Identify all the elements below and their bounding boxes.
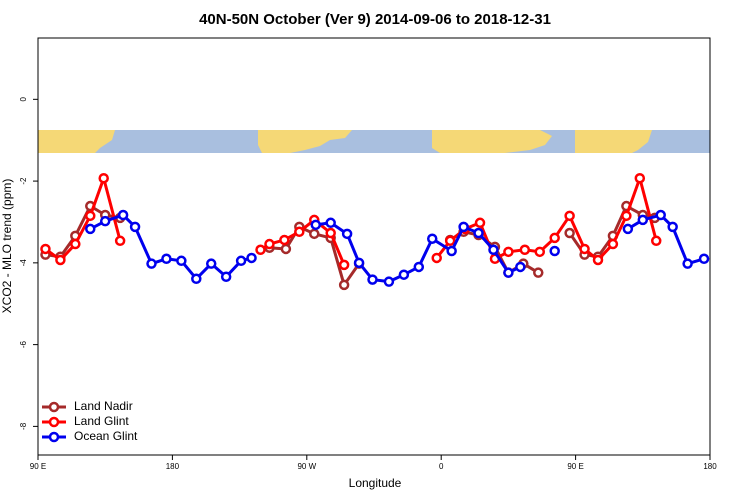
legend-swatch-marker: [48, 401, 60, 413]
data-point: [533, 267, 544, 278]
data-point: [607, 238, 619, 250]
data-point: [503, 246, 514, 258]
y-tick-label: 0: [19, 97, 28, 102]
legend-swatch-marker: [48, 431, 60, 443]
data-point: [519, 244, 531, 256]
data-point: [294, 226, 305, 238]
data-point: [413, 261, 425, 273]
data-point: [426, 233, 438, 244]
x-tick-label: 0: [439, 462, 444, 471]
data-point: [444, 235, 456, 247]
data-point: [279, 234, 290, 246]
data-point: [40, 243, 51, 255]
x-tick-label: 180: [703, 462, 717, 471]
data-point: [325, 227, 336, 239]
y-axis-label: XCO2 - MLO trend (ppm): [0, 179, 14, 314]
legend-label: Ocean Glint: [74, 429, 138, 443]
data-point: [534, 246, 546, 258]
data-point: [341, 228, 353, 240]
plot-frame: [37, 37, 711, 456]
data-point: [146, 258, 157, 269]
data-point: [637, 214, 649, 226]
data-point: [473, 227, 484, 239]
data-point: [338, 279, 350, 291]
data-point: [338, 259, 350, 271]
data-point: [650, 235, 662, 247]
data-point: [129, 221, 141, 233]
y-tick-label: -2: [19, 177, 28, 185]
data-point: [309, 228, 320, 240]
data-point: [682, 258, 693, 269]
data-point: [564, 227, 575, 239]
chart-title: 40N-50N October (Ver 9) 2014-09-06 to 20…: [199, 11, 551, 28]
legend-label: Land Glint: [74, 414, 129, 428]
data-point: [458, 221, 469, 233]
data-point: [246, 252, 257, 264]
data-point: [353, 257, 365, 269]
series-line: [45, 204, 656, 287]
data-point: [431, 252, 442, 264]
land-patch: [575, 130, 652, 153]
x-tick-label: 90 E: [567, 462, 583, 471]
data-point: [488, 244, 499, 256]
data-point: [280, 243, 292, 255]
data-point: [264, 238, 275, 250]
data-point: [176, 255, 187, 267]
x-axis-label: Longitude: [349, 476, 402, 490]
data-point: [549, 245, 560, 257]
series-line: [44, 176, 658, 266]
legend-label: Land Nadir: [74, 399, 133, 413]
data-point: [85, 210, 96, 222]
data-point: [515, 261, 526, 273]
y-tick-label: -6: [19, 341, 28, 349]
map-strip: [38, 130, 710, 153]
y-tick-label: -4: [19, 259, 28, 267]
data-point: [55, 254, 66, 266]
data-point: [99, 215, 111, 227]
land-patch: [38, 130, 115, 153]
data-point: [255, 244, 266, 256]
data-point: [161, 253, 172, 265]
data-point: [325, 217, 336, 229]
data-point: [621, 210, 632, 222]
data-point: [446, 245, 457, 257]
data-point: [698, 253, 710, 265]
data-point: [634, 172, 646, 184]
x-tick-label: 180: [166, 462, 180, 471]
data-point: [564, 210, 575, 222]
data-point: [191, 273, 202, 285]
data-point: [398, 269, 410, 280]
data-point: [367, 274, 378, 285]
data-point: [383, 276, 395, 287]
data-point: [85, 223, 96, 235]
data-point: [117, 209, 129, 221]
data-point: [310, 219, 322, 231]
data-point: [220, 271, 232, 283]
y-tick-label: -8: [19, 422, 28, 430]
land-patch: [432, 130, 552, 153]
legend-swatch-marker: [48, 416, 60, 428]
data-point: [503, 267, 514, 278]
data-point: [205, 258, 217, 269]
data-point: [655, 209, 666, 221]
data-point: [667, 221, 678, 233]
land-patch: [258, 130, 352, 153]
data-point: [592, 254, 604, 266]
data-point: [549, 232, 560, 244]
data-point: [114, 235, 126, 247]
data-point: [98, 172, 109, 184]
x-tick-label: 90 E: [30, 462, 46, 471]
data-point: [622, 223, 634, 235]
x-tick-label: 90 W: [297, 462, 316, 471]
data-point: [579, 243, 590, 255]
data-point: [235, 255, 247, 267]
data-point: [474, 217, 486, 229]
data-point: [70, 238, 81, 250]
